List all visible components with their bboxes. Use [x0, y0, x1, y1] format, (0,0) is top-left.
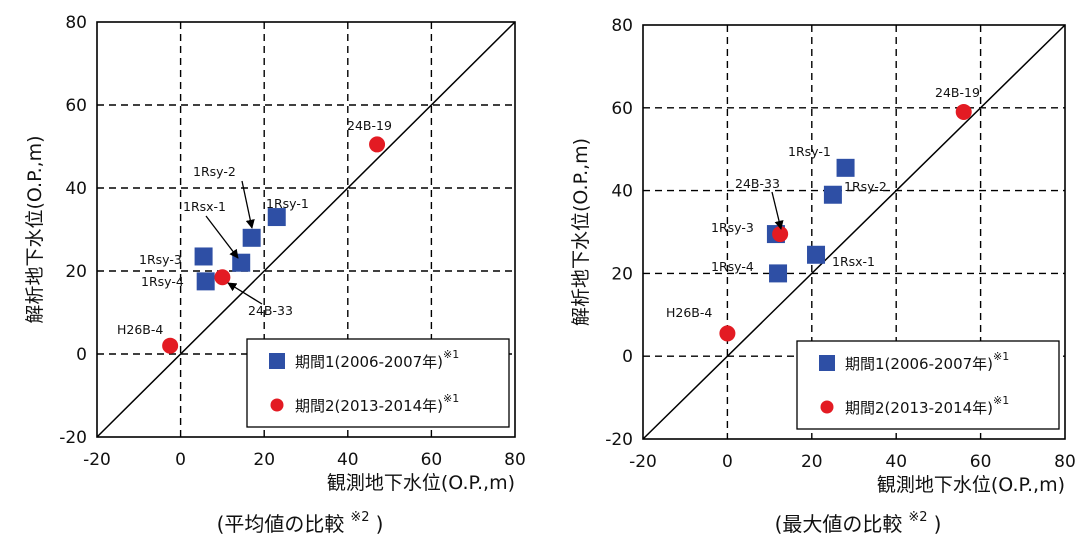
- legend-entry-label: 期間1(2006-2007年)※1: [295, 348, 459, 371]
- data-point-circle: [369, 136, 386, 153]
- y-axis-title: 解析地下水位(O.P.,m): [24, 135, 46, 323]
- point-label: H26B-4: [666, 305, 712, 320]
- legend-marker-circle: [820, 400, 834, 414]
- y-tick-label: 80: [611, 16, 633, 36]
- x-tick-label: 0: [722, 452, 733, 472]
- legend-note: ※1: [443, 348, 459, 361]
- point-label: H26B-4: [117, 322, 163, 337]
- data-point-circle: [162, 337, 179, 354]
- y-tick-label: 20: [611, 264, 633, 284]
- point-label: 1Rsy-1: [788, 144, 831, 159]
- data-point-square: [194, 247, 213, 266]
- legend-note: ※1: [993, 350, 1009, 363]
- data-point-circle: [719, 325, 736, 342]
- plot-frame: [96, 21, 516, 438]
- x-tick-label: 40: [337, 450, 359, 470]
- label-arrow: [771, 191, 784, 230]
- chart-caption: (最大値の比較 ※2): [775, 510, 942, 536]
- x-tick-label: 40: [885, 452, 907, 472]
- point-label: 1Rsy-2: [193, 164, 236, 179]
- y-tick-label: 20: [65, 262, 87, 282]
- legend-box: [796, 340, 1060, 430]
- x-tick-label: 60: [970, 452, 992, 472]
- caption-note: ※2: [908, 510, 927, 525]
- point-label: 24B-33: [248, 303, 293, 318]
- caption-close: ): [934, 512, 942, 536]
- y-axis-title: 解析地下水位(O.P.,m): [570, 138, 592, 326]
- data-point-square: [836, 158, 855, 177]
- x-tick-label: 80: [1054, 452, 1076, 472]
- x-tick-label: -20: [83, 450, 111, 470]
- x-tick-label: 0: [175, 450, 186, 470]
- point-label: 24B-19: [347, 118, 392, 133]
- x-tick-label: -20: [629, 452, 657, 472]
- caption-close: ): [376, 512, 384, 536]
- point-label: 1Rsy-3: [711, 220, 754, 235]
- point-label: 1Rsy-4: [141, 274, 184, 289]
- data-point-square: [769, 264, 788, 283]
- y-tick-label: -20: [59, 428, 87, 448]
- x-axis-title: 観測地下水位(O.P.,m): [327, 472, 515, 494]
- reference-line-y-equals-x: [96, 21, 516, 438]
- y-tick-label: -20: [605, 430, 633, 450]
- data-point-circle: [214, 269, 231, 286]
- x-tick-label: 20: [801, 452, 823, 472]
- point-label: 1Rsx-1: [183, 199, 226, 214]
- point-label: 1Rsx-1: [832, 254, 875, 269]
- point-label: 1Rsy-1: [266, 196, 309, 211]
- y-tick-label: 80: [65, 13, 87, 33]
- data-point-circle: [955, 103, 972, 120]
- y-tick-label: 60: [611, 99, 633, 119]
- point-label: 24B-33: [735, 176, 780, 191]
- legend-marker-circle: [270, 398, 284, 412]
- data-point-square: [823, 185, 842, 204]
- y-tick-label: 0: [76, 345, 87, 365]
- label-arrow: [205, 215, 239, 259]
- legend: 期間1(2006-2007年)※1 期間2(2013-2014年)※1: [246, 338, 510, 428]
- data-point-square: [196, 272, 215, 291]
- legend: 期間1(2006-2007年)※1 期間2(2013-2014年)※1: [796, 340, 1060, 430]
- y-tick-label: 0: [622, 347, 633, 367]
- scatter-panel-2: -20 0 20 40 60 80-20020406080観測地下水位(O.P.,m)解析…: [570, 16, 1076, 536]
- y-tick-label: 60: [65, 96, 87, 116]
- point-label: 1Rsy-4: [711, 259, 754, 274]
- legend-entry-label: 期間1(2006-2007年)※1: [845, 350, 1009, 373]
- data-point-square: [242, 228, 261, 247]
- reference-line-y-equals-x: [642, 24, 1066, 440]
- x-tick-label: 80: [504, 450, 526, 470]
- data-point-circle: [772, 226, 789, 243]
- scatter-panel-1: -20 0 20 40 60 80-20020406080観測地下水位(O.P.,m)解析…: [24, 13, 526, 536]
- chart-caption: (平均値の比較 ※2): [217, 510, 384, 536]
- legend-marker-square: [819, 355, 835, 371]
- data-point-square: [232, 253, 251, 272]
- plot-frame: [642, 24, 1066, 440]
- x-axis-title: 観測地下水位(O.P.,m): [877, 474, 1065, 496]
- label-arrow: [227, 282, 263, 305]
- legend-entry-label: 期間2(2013-2014年)※1: [295, 392, 459, 415]
- y-tick-label: 40: [611, 182, 633, 202]
- legend-note: ※1: [443, 392, 459, 405]
- legend-box: [246, 338, 510, 428]
- x-tick-label: 20: [253, 450, 275, 470]
- label-arrow: [241, 180, 255, 229]
- x-tick-label: 60: [421, 450, 443, 470]
- legend-note: ※1: [993, 394, 1009, 407]
- point-label: 1Rsy-3: [139, 252, 182, 267]
- point-label: 24B-19: [935, 85, 980, 100]
- data-point-square: [807, 245, 826, 264]
- legend-marker-square: [269, 353, 285, 369]
- data-point-square: [267, 208, 286, 227]
- legend-entry-label: 期間2(2013-2014年)※1: [845, 394, 1009, 417]
- caption-note: ※2: [350, 510, 369, 525]
- y-tick-label: 40: [65, 179, 87, 199]
- point-label: 1Rsy-2: [844, 179, 887, 194]
